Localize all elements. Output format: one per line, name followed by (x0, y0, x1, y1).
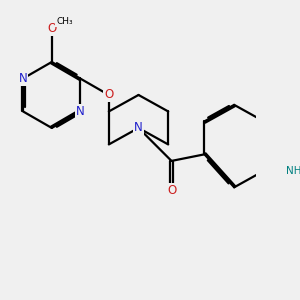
Text: O: O (167, 184, 176, 197)
Text: O: O (47, 22, 56, 35)
Text: CH₃: CH₃ (56, 17, 73, 26)
Text: N: N (76, 105, 85, 118)
Text: NH: NH (286, 166, 300, 176)
Text: N: N (134, 122, 143, 134)
Text: O: O (104, 88, 113, 101)
Text: N: N (19, 72, 28, 85)
